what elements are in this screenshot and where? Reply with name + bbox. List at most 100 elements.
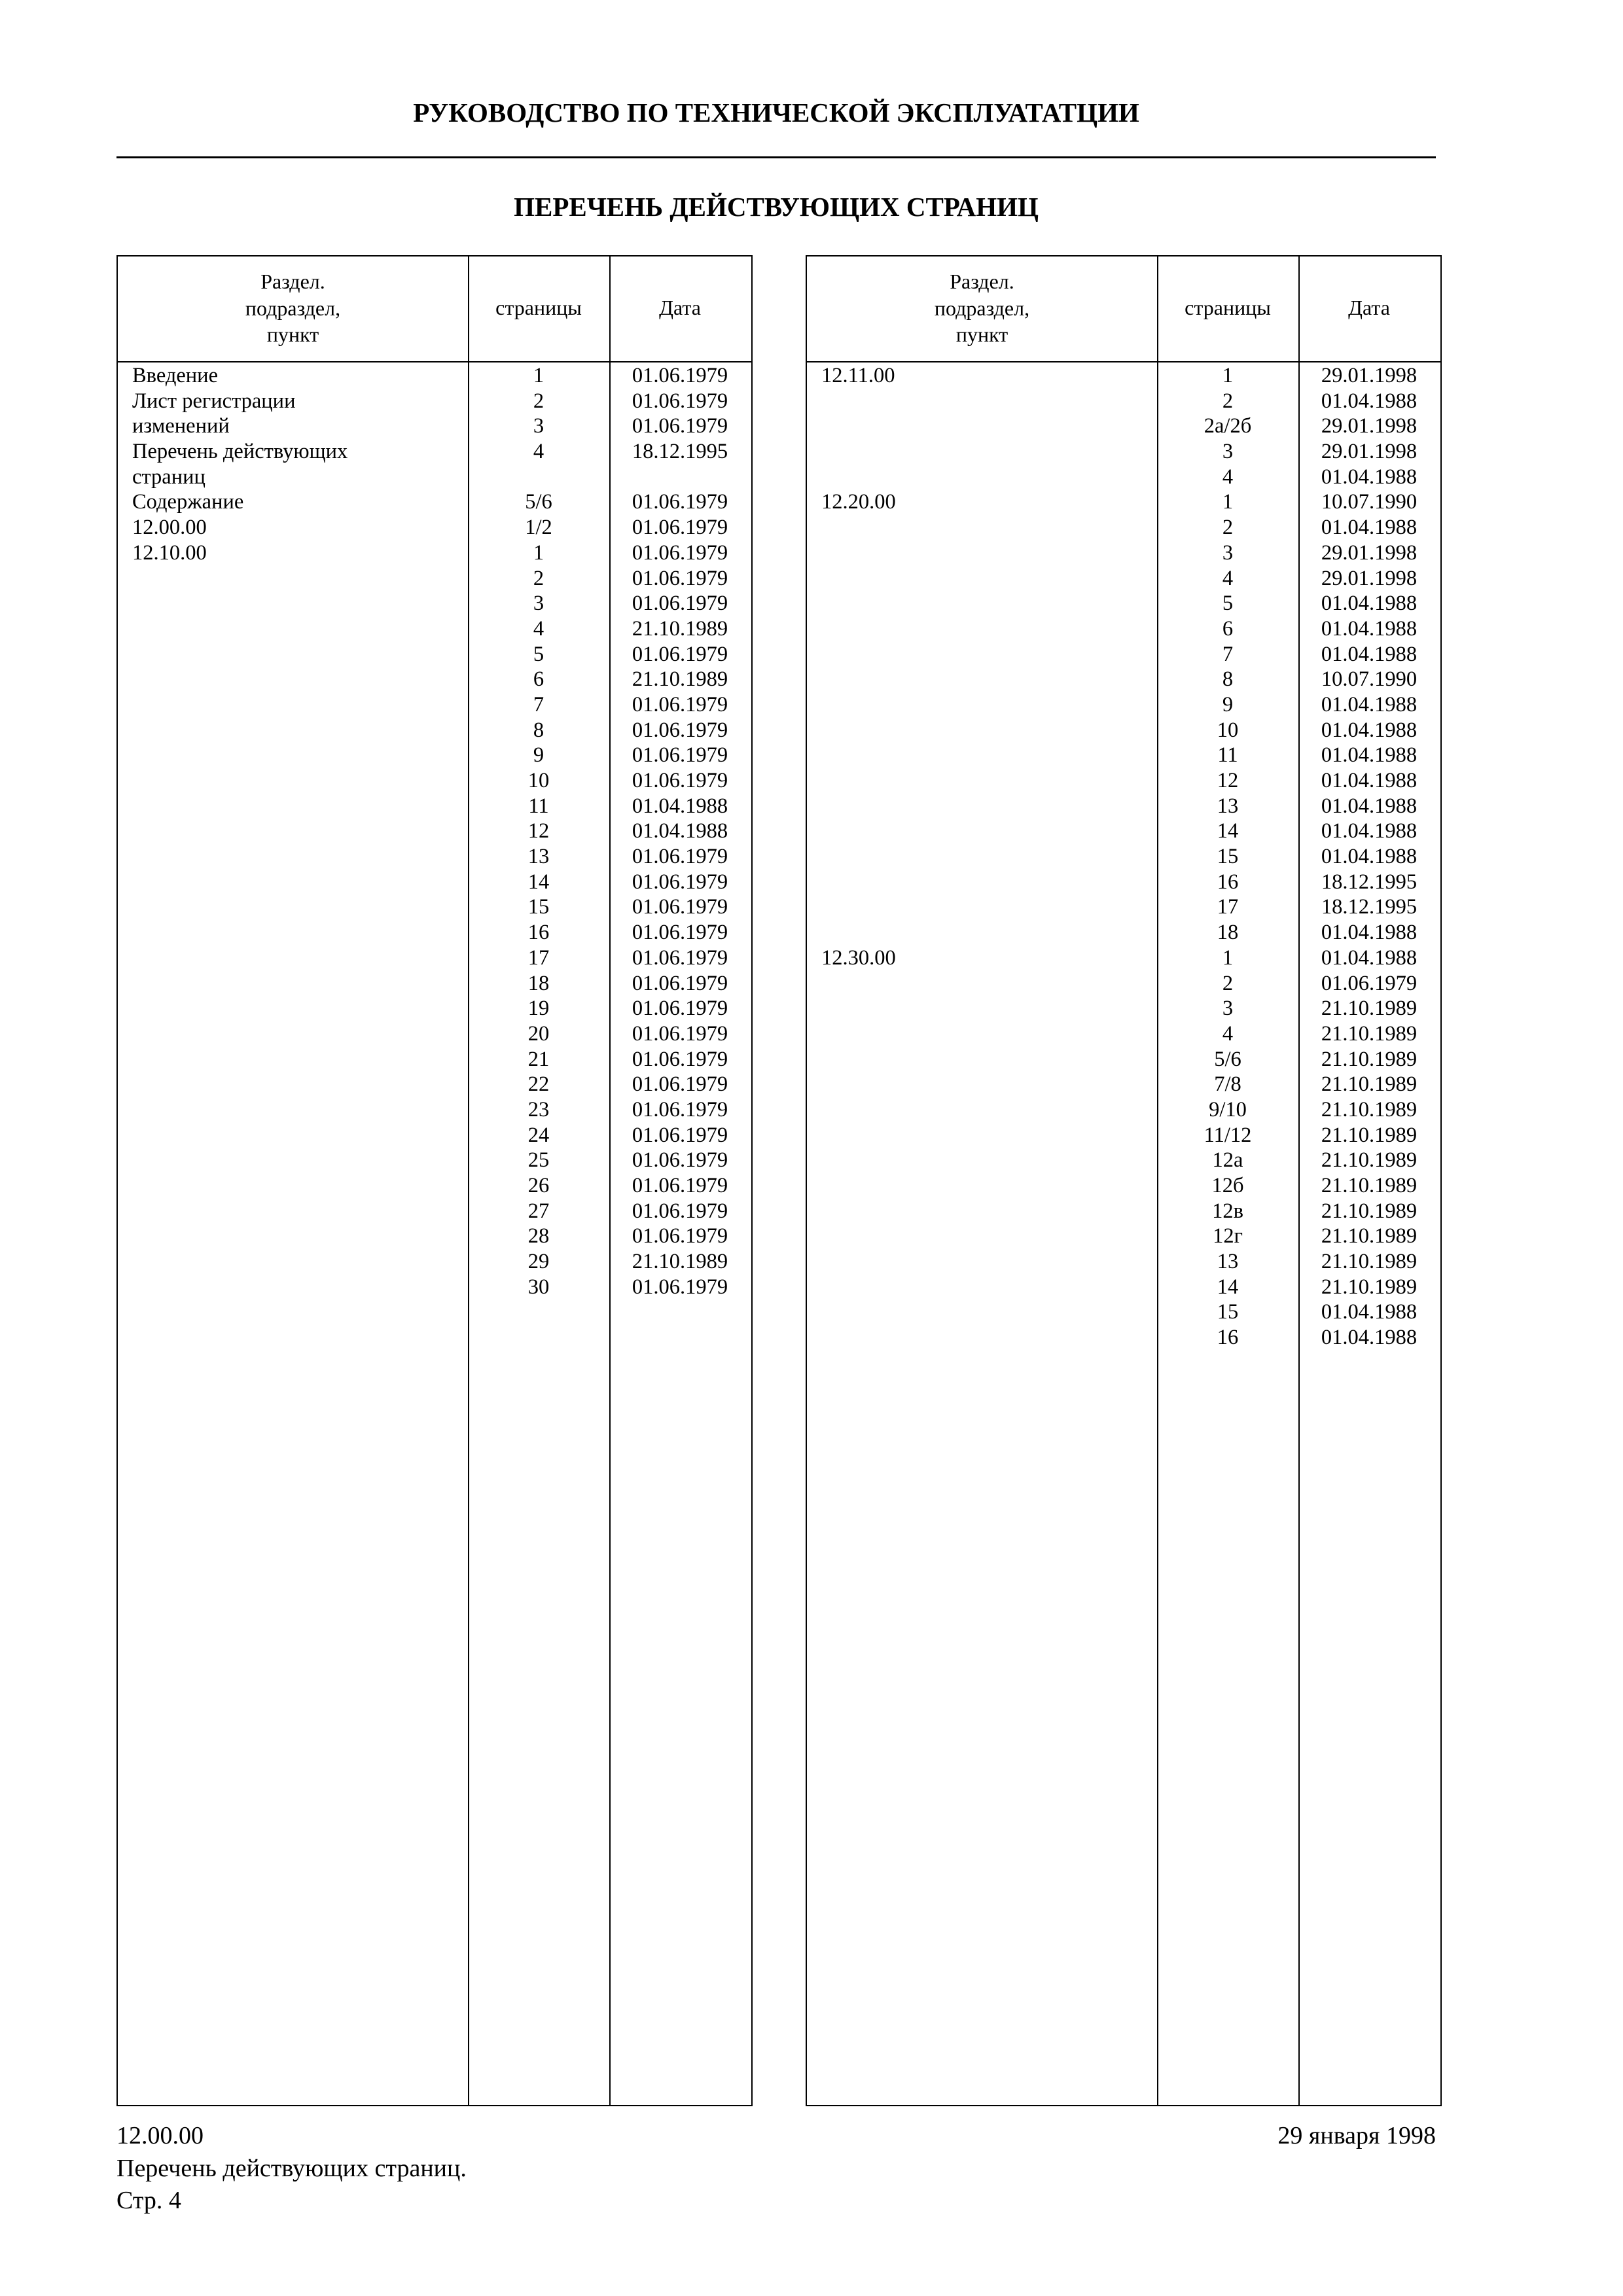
cell-date: 21.10.1989: [1321, 1123, 1418, 1147]
table-row: 5 01.04.1988: [807, 591, 1440, 616]
cell-page: 6: [1222, 616, 1234, 641]
cell-date: 01.06.1979: [632, 997, 728, 1021]
cell-page: 5/6: [525, 490, 552, 514]
cell-page: 9: [533, 743, 544, 768]
cell-page: 4: [1222, 566, 1234, 590]
table-row: 6 21.10.1989: [118, 667, 751, 692]
cell-date: 21.10.1989: [1321, 1199, 1418, 1223]
table-row: 12г 21.10.1989: [807, 1224, 1440, 1249]
cell-page: 17: [527, 945, 550, 970]
cell-date: 01.06.1979: [632, 414, 728, 438]
cell-page: 14: [1217, 819, 1239, 843]
cell-date: 01.06.1979: [632, 921, 728, 945]
cell-date: 01.04.1988: [1321, 389, 1418, 413]
cell-page: 12б: [1211, 1174, 1244, 1197]
column-header-date: Дата: [1348, 296, 1390, 319]
table-row: 14 01.06.1979: [118, 870, 751, 895]
cell-section: 12.10.00: [132, 540, 207, 565]
cell-page: 20: [527, 1021, 550, 1046]
table-row: 17 18.12.1995: [807, 894, 1440, 920]
cell-page: 24: [527, 1123, 550, 1147]
footer-date: 29 января 1998: [1277, 2122, 1436, 2149]
cell-date: 01.04.1988: [1321, 592, 1418, 616]
table-row: 27 01.06.1979: [118, 1199, 751, 1224]
cell-page: 19: [527, 997, 550, 1021]
column-header-pages: страницы: [1185, 296, 1271, 319]
cell-date: 21.10.1989: [632, 667, 728, 692]
table-row: 3 01.06.1979: [118, 591, 751, 616]
table-row: Перечень действующих 4 18.12.1995: [118, 439, 751, 465]
table-row: 10 01.04.1988: [807, 718, 1440, 743]
table-row: 22 01.06.1979: [118, 1072, 751, 1097]
table-row: страниц: [118, 465, 751, 490]
table-row: 4 01.04.1988: [807, 465, 1440, 490]
cell-page: 21: [527, 1047, 550, 1071]
table-row: 14 01.04.1988: [807, 819, 1440, 844]
cell-date: 01.06.1979: [632, 971, 728, 995]
cell-page: 16: [1217, 870, 1239, 894]
cell-date: 01.04.1988: [632, 819, 728, 843]
cell-page: 6: [533, 667, 544, 692]
cell-page: 7/8: [1214, 1072, 1241, 1097]
cell-date: 01.06.1979: [632, 490, 728, 514]
cell-date: 01.06.1979: [632, 1097, 728, 1122]
cell-section: Введение: [132, 364, 218, 387]
table-row: 16 01.04.1988: [807, 1325, 1440, 1351]
table-row: 9/10 21.10.1989: [807, 1097, 1440, 1123]
table-row: 5/6 21.10.1989: [807, 1047, 1440, 1072]
cell-page: 2а/2б: [1204, 414, 1252, 438]
cell-date: 01.06.1979: [632, 540, 728, 565]
cell-page: 1: [1222, 364, 1234, 387]
cell-page: 2: [1222, 971, 1234, 995]
header-line: подраздел,: [934, 296, 1030, 320]
header-line: пункт: [266, 323, 319, 346]
table-body: 12.11.00 1 29.01.1998 2 01.04.1988 2а/2б 29.01…: [807, 363, 1440, 1351]
cell-date: 01.04.1988: [1321, 794, 1418, 818]
cell-date: 01.04.1988: [1321, 921, 1418, 945]
table-row: 14 21.10.1989: [807, 1275, 1440, 1300]
cell-page: 2: [1222, 516, 1234, 540]
table-row: 8 01.06.1979: [118, 718, 751, 743]
cell-page: 18: [527, 971, 550, 995]
table-row: 4 21.10.1989: [118, 616, 751, 642]
table-row: Лист регистрации 2 01.06.1979: [118, 389, 751, 414]
cell-date: 01.06.1979: [632, 642, 728, 666]
cell-page: 3: [1222, 540, 1234, 565]
table-row: 12а 21.10.1989: [807, 1148, 1440, 1173]
cell-page: 4: [533, 616, 544, 641]
table-row: изменений 3 01.06.1979: [118, 414, 751, 439]
cell-date: 01.04.1988: [1321, 692, 1418, 716]
table-row: 13 01.06.1979: [118, 844, 751, 870]
cell-date: 01.06.1979: [632, 516, 728, 540]
footer-left: 12.00.00 Перечень действующих страниц. С…: [116, 2120, 467, 2217]
table-row: 13 21.10.1989: [807, 1249, 1440, 1275]
table-row: 26 01.06.1979: [118, 1173, 751, 1199]
table-row: 3 29.01.1998: [807, 540, 1440, 566]
cell-page: 15: [527, 895, 550, 919]
cell-page: 7: [533, 692, 544, 716]
cell-page: 1: [533, 540, 544, 565]
table-row: 12.11.00 1 29.01.1998: [807, 363, 1440, 389]
cell-date: 01.04.1988: [1321, 642, 1418, 666]
table-row: 20 01.06.1979: [118, 1021, 751, 1047]
cell-date: 29.01.1998: [1321, 566, 1418, 590]
table-row: 28 01.06.1979: [118, 1224, 751, 1249]
table-row: 7 01.06.1979: [118, 692, 751, 718]
table-row: 11 01.04.1988: [807, 743, 1440, 768]
cell-date: 21.10.1989: [1321, 1275, 1418, 1299]
column-header-pages: страницы: [495, 296, 582, 319]
table-row: 12.00.00 1/2 01.06.1979: [118, 515, 751, 540]
cell-page: 4: [533, 440, 544, 464]
cell-page: 10: [527, 769, 550, 792]
table-row: 23 01.06.1979: [118, 1097, 751, 1123]
cell-page: 14: [527, 870, 550, 894]
cell-page: 25: [527, 1148, 550, 1173]
cell-date: 01.04.1988: [1321, 743, 1418, 768]
cell-date: 01.06.1979: [632, 692, 728, 716]
table-row: 12.20.00 1 10.07.1990: [807, 489, 1440, 515]
cell-date: 18.12.1995: [632, 440, 728, 464]
table-row: 7 01.04.1988: [807, 642, 1440, 667]
header-line: Раздел.: [260, 270, 325, 293]
header-line: Раздел.: [950, 270, 1014, 293]
cell-date: 29.01.1998: [1321, 364, 1418, 387]
